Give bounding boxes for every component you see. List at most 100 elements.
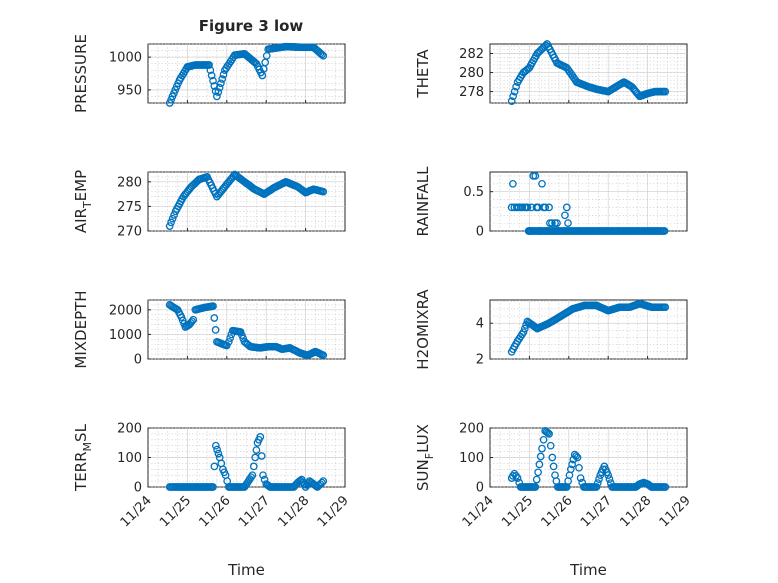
data-point <box>319 187 328 196</box>
data-markers <box>507 172 669 235</box>
data-point <box>604 471 613 480</box>
subplot-air_temp: 270 275 280 AIRTEMP <box>72 170 346 240</box>
x-tick-label: 11/29 <box>657 493 694 530</box>
y-axis-label: SUNFLUX <box>414 424 436 491</box>
y-tick-label: 1000 <box>109 51 142 66</box>
data-point <box>545 203 553 212</box>
data-point <box>513 474 522 482</box>
y-axis-label-rest: SL <box>72 423 90 442</box>
y-tick-label: 950 <box>117 83 142 98</box>
data-point <box>531 172 540 180</box>
data-point <box>549 462 558 471</box>
data-point <box>562 203 571 212</box>
data-point <box>214 88 223 96</box>
data-point <box>568 460 576 469</box>
subplot-rainfall: 0 0.5 RAINFALL <box>414 166 688 240</box>
data-point <box>561 211 569 220</box>
data-point <box>189 315 198 324</box>
data-point <box>168 214 177 223</box>
x-tick-label: 11/25 <box>499 493 536 530</box>
data-point <box>538 444 546 453</box>
data-point <box>573 453 582 462</box>
data-point <box>205 61 213 69</box>
data-point <box>548 453 557 462</box>
y-tick-label: 200 <box>459 422 484 437</box>
data-point <box>545 430 553 438</box>
y-tick-label: 0 <box>476 481 484 496</box>
data-point <box>170 211 178 219</box>
data-point <box>593 479 602 487</box>
data-markers <box>507 299 670 356</box>
y-tick-label: 0 <box>134 481 142 496</box>
data-point <box>546 441 555 450</box>
data-point <box>661 483 670 491</box>
data-point <box>519 328 528 337</box>
x-tick-label: 11/27 <box>236 493 273 530</box>
y-tick-label: 0.5 <box>463 185 484 200</box>
data-point <box>509 179 517 188</box>
data-point <box>520 324 529 333</box>
y-tick-label: 282 <box>459 47 484 62</box>
y-axis-label-main: MIXDEPTH <box>72 290 90 368</box>
y-tick-label: 1000 <box>109 328 142 343</box>
y-tick-label: 0 <box>134 353 142 368</box>
data-point <box>509 92 517 101</box>
data-point <box>259 471 267 480</box>
x-tick-label: 11/28 <box>275 493 312 530</box>
y-axis-label-main: AIR <box>72 208 90 233</box>
y-tick-label: 100 <box>117 451 142 466</box>
data-point <box>536 452 545 461</box>
data-point <box>224 337 233 346</box>
x-tick-label: 11/25 <box>157 493 194 530</box>
data-point <box>534 468 542 477</box>
data-point <box>661 303 670 312</box>
data-point <box>219 70 228 79</box>
data-point <box>553 219 561 227</box>
y-axis-label: TERRMSL <box>72 423 94 492</box>
data-point <box>512 82 520 91</box>
data-point <box>165 222 174 230</box>
subplot-theta: 278 280 282 THETA <box>414 40 688 105</box>
y-tick-label: 278 <box>459 85 484 100</box>
y-axis-label-rest: EMP <box>72 170 90 201</box>
figure-title: Figure 3 low <box>199 17 304 35</box>
data-point <box>605 475 614 483</box>
y-tick-label: 270 <box>117 225 142 240</box>
y-axis-label: MIXDEPTH <box>72 290 90 368</box>
subplot-pressure: 950 1000 PRESSURE <box>72 34 346 113</box>
y-axis-label-main: TERR <box>72 451 90 492</box>
data-point <box>318 50 326 59</box>
data-point <box>548 219 556 227</box>
x-axis-label: Time <box>569 561 607 579</box>
x-tick-label: 11/29 <box>315 493 352 530</box>
data-point <box>218 75 227 83</box>
y-axis-label-main: H2OMIXRA <box>414 289 432 370</box>
x-tick-label: 11/27 <box>578 493 615 530</box>
data-point <box>572 452 580 460</box>
data-markers <box>165 170 328 230</box>
subplot-mixdepth: 0 1000 2000 MIXDEPTH <box>72 290 346 369</box>
x-tick-label: 11/24 <box>460 493 497 530</box>
data-point <box>319 51 328 60</box>
data-point <box>535 460 544 469</box>
data-point <box>541 203 550 212</box>
data-point <box>523 203 532 212</box>
y-axis-label: PRESSURE <box>72 34 90 113</box>
y-axis-label-main: PRESSURE <box>72 34 90 113</box>
data-point <box>257 452 266 460</box>
data-point <box>566 465 575 474</box>
data-point <box>318 478 326 487</box>
data-markers <box>165 433 328 491</box>
y-axis-label-main: THETA <box>414 49 432 99</box>
subplot-terr_msl: 0 100 200 TERRMSL 11/24 11/25 11/26 11/27 11/28 1… <box>72 422 352 580</box>
y-tick-label: 2000 <box>109 303 142 318</box>
y-tick-label: 100 <box>459 451 484 466</box>
data-markers <box>165 42 328 107</box>
data-point <box>207 71 216 80</box>
data-point <box>534 203 542 212</box>
data-point <box>531 483 540 491</box>
x-axis-label: Time <box>227 561 265 579</box>
y-axis-label-subscript: T <box>81 201 94 209</box>
data-markers <box>165 301 328 360</box>
data-point <box>249 462 258 471</box>
